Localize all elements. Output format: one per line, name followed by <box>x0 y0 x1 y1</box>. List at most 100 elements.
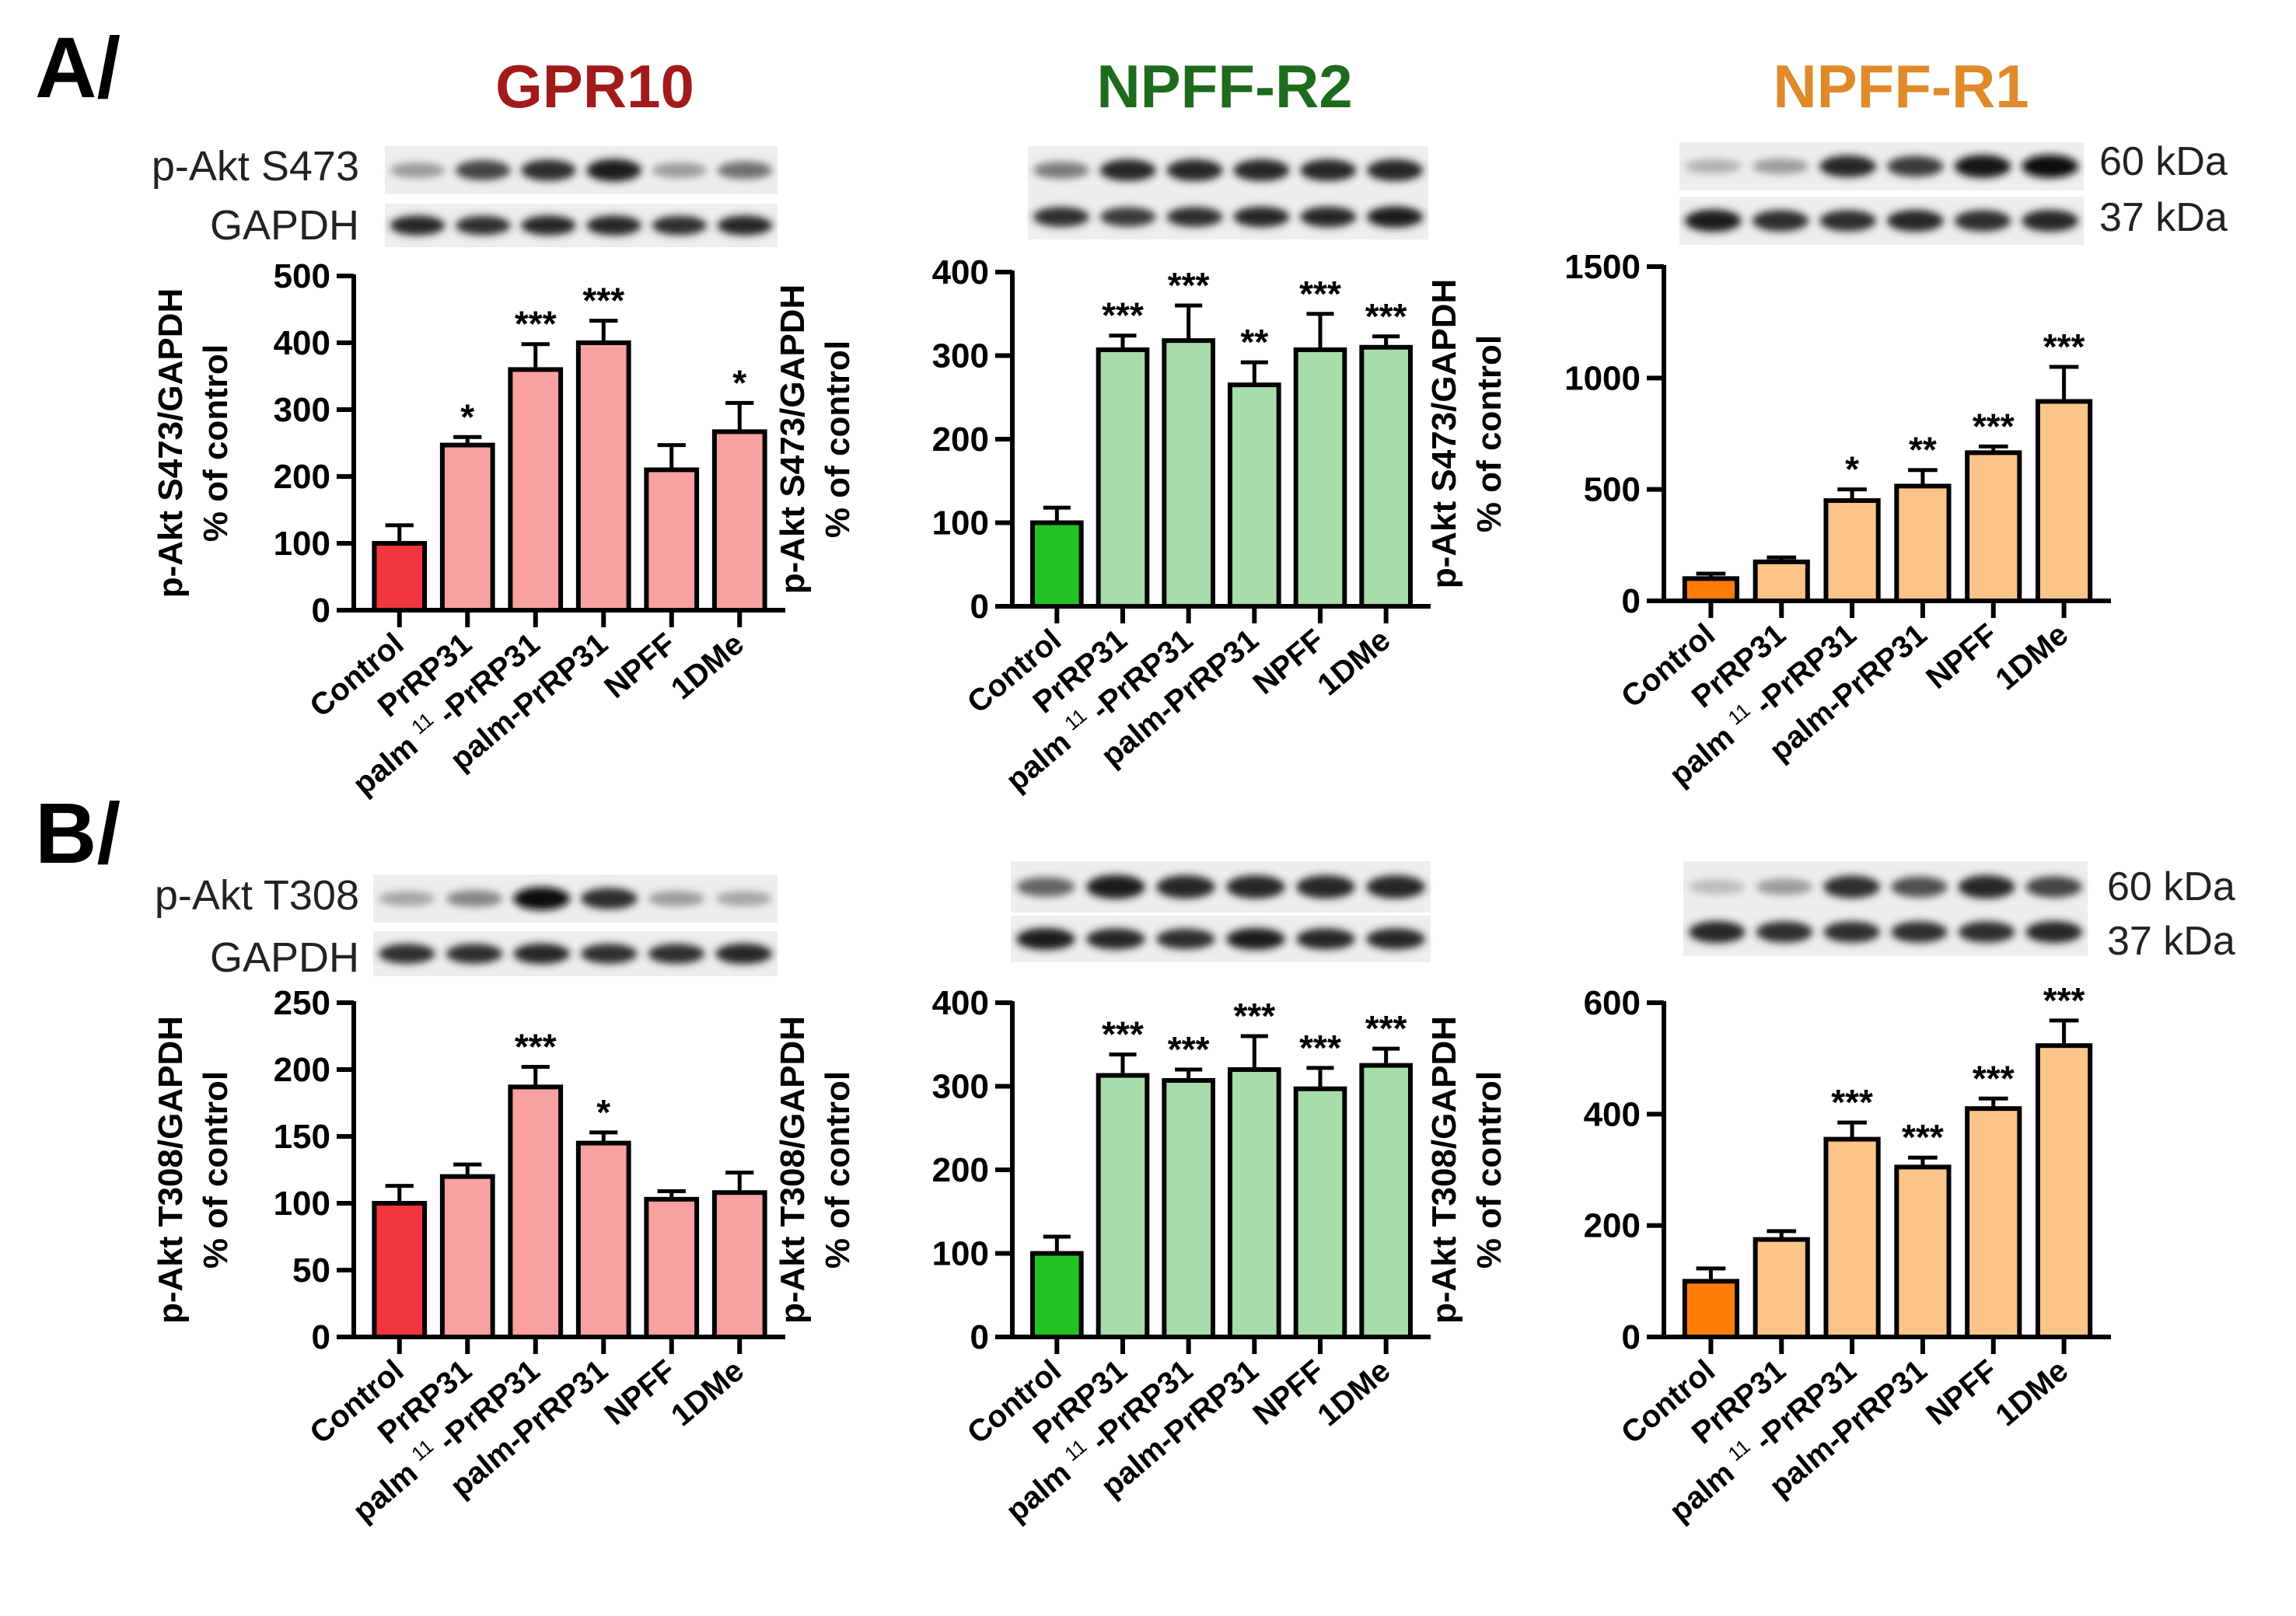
blot-band <box>1954 155 2011 178</box>
bar-palm-prrp31 <box>575 340 631 613</box>
blot-band <box>1756 878 1813 895</box>
y-tick-label: 500 <box>1584 471 1641 509</box>
significance-label: *** <box>1102 1014 1144 1055</box>
x-tick-label: NPFF <box>1246 1353 1330 1432</box>
blot-strip-a-top <box>1679 142 2084 190</box>
blot-band <box>1752 158 1809 175</box>
blot-band <box>586 215 641 236</box>
blot-label-b-top: p-Akt T308 <box>155 872 359 919</box>
blot-band <box>1684 159 1742 174</box>
bar-prrp31 <box>1753 1237 1810 1340</box>
blot-band <box>652 215 708 236</box>
blot-background <box>1683 908 2088 956</box>
blot-strip-b-bottom <box>1011 916 1431 962</box>
significance-label: *** <box>1102 295 1144 336</box>
blot-band <box>1233 159 1290 182</box>
significance-label: *** <box>1299 274 1341 314</box>
bar-prrp31 <box>1096 1073 1150 1340</box>
chart-b-gpr10: 0 50 100 150 200 250 p-Akt T308/GAPDH% of cont… <box>152 984 785 1529</box>
significance-label: * <box>460 396 474 437</box>
y-tick-label: 200 <box>1584 1207 1641 1245</box>
blot-band <box>390 215 446 236</box>
y-tick-label: 600 <box>1584 984 1641 1022</box>
blot-background <box>1679 197 2084 245</box>
significance-label: *** <box>1973 406 2015 446</box>
blot-band <box>455 159 511 181</box>
y-tick-label: 0 <box>970 1318 989 1356</box>
blot-band <box>378 891 435 906</box>
blot-band <box>2025 920 2083 944</box>
bar-npff <box>644 1196 700 1339</box>
blot-band <box>1016 927 1075 951</box>
blot-band <box>1823 921 1881 943</box>
significance-label: *** <box>1973 1058 2015 1098</box>
blot-background <box>1679 142 2084 190</box>
blot-band <box>1300 159 1357 182</box>
significance-label: *** <box>582 281 624 321</box>
blot-band <box>1684 209 1742 232</box>
column-title-gpr10: GPR10 <box>495 52 694 120</box>
blot-label-a-top: p-Akt S473 <box>152 143 359 190</box>
y-axis-label: p-Akt T308/GAPDH <box>152 1016 190 1324</box>
y-tick-label: 200 <box>932 421 989 459</box>
panel-letter-a: A/ <box>35 20 121 116</box>
blot-band <box>652 162 708 179</box>
y-axis-label-2: % of control <box>197 1071 235 1269</box>
y-tick-label: 400 <box>274 324 330 362</box>
blot-band <box>1156 874 1215 899</box>
significance-label: *** <box>1365 1008 1407 1049</box>
x-tick-label: NPFF <box>1920 1353 2004 1432</box>
significance-label: * <box>732 362 746 403</box>
bar-npff <box>1965 1106 2022 1339</box>
blot-band <box>1226 874 1285 899</box>
y-tick-label: 250 <box>274 984 330 1022</box>
y-tick-label: 0 <box>1622 582 1641 620</box>
bar-control <box>1682 1279 1740 1340</box>
y-tick-label: 400 <box>1584 1095 1641 1133</box>
blot-band <box>1823 875 1881 899</box>
blot-background <box>1683 861 2088 913</box>
blot-band <box>2022 155 2079 178</box>
blot-band <box>513 943 571 965</box>
column-title-npff-r2: NPFF-R2 <box>1096 52 1352 120</box>
blot-background <box>1011 861 1431 913</box>
blot-band <box>1890 876 1948 898</box>
bar-npff <box>1965 450 2022 603</box>
blot-band <box>1954 210 2011 232</box>
blot-band <box>1819 155 1877 178</box>
y-tick-label: 150 <box>274 1118 330 1156</box>
blot-band <box>1367 206 1424 228</box>
bar-1dme <box>1359 344 1413 609</box>
y-tick-label: 100 <box>932 1235 989 1273</box>
y-axis-label-2: % of control <box>1470 1071 1508 1269</box>
y-axis-label: p-Akt S473/GAPDH <box>774 284 812 595</box>
blot-background <box>1028 146 1428 194</box>
blot-background <box>385 146 778 194</box>
blot-background <box>385 204 778 247</box>
blot-band <box>1156 928 1215 950</box>
bar-npff <box>1293 1086 1347 1339</box>
y-tick-label: 200 <box>274 458 330 496</box>
blot-band <box>586 159 641 182</box>
panel-letter-b: B/ <box>35 786 121 881</box>
blot-band <box>1033 161 1089 180</box>
blot-strip-b-bottom <box>373 931 778 976</box>
significance-label: *** <box>1168 265 1210 305</box>
blot-band <box>2025 876 2083 898</box>
significance-label: ** <box>1909 430 1937 470</box>
blot-band <box>1099 159 1156 182</box>
significance-label: *** <box>1902 1117 1944 1157</box>
blot-strip-b-bottom <box>1683 908 2088 956</box>
y-tick-label: 300 <box>932 337 989 375</box>
significance-label: *** <box>515 1027 557 1067</box>
blot-band <box>1367 159 1424 182</box>
blot-band <box>715 891 773 906</box>
blot-band <box>648 890 705 907</box>
significance-label: *** <box>1365 296 1407 337</box>
blot-strip-b-top <box>1011 861 1431 913</box>
blot-band <box>390 162 446 179</box>
significance-label: * <box>596 1092 610 1133</box>
blot-strip-a-bottom <box>1679 197 2084 245</box>
bar-prrp31 <box>1096 347 1150 609</box>
